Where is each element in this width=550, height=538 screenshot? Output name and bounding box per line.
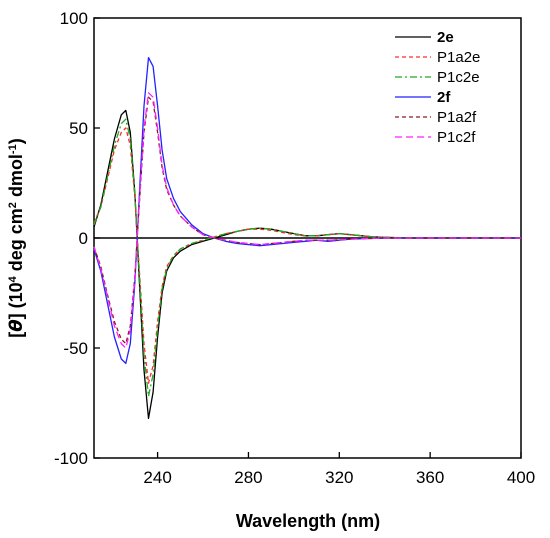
- x-tick-label: 240: [143, 468, 171, 487]
- y-title-exp2: 2: [7, 202, 19, 208]
- legend-label: P1c2e: [437, 69, 480, 86]
- svg-text:[θ] (104 deg cm2 dmol-1): [θ] (104 deg cm2 dmol-1): [6, 138, 27, 337]
- y-axis-title: [θ] (104 deg cm2 dmol-1): [6, 138, 27, 337]
- y-title-exp3: -1: [7, 144, 19, 154]
- y-title-mid2: dmol: [6, 154, 26, 202]
- x-tick-label: 280: [234, 468, 262, 487]
- legend-label: 2e: [437, 29, 454, 46]
- y-title-exp1: 4: [7, 275, 19, 282]
- series-line-p1a2f: [93, 96, 521, 345]
- y-axis-ticks: 100 50 0 -50 -100: [54, 9, 100, 468]
- legend-label: P1a2e: [437, 49, 480, 66]
- series-lines: [93, 56, 521, 420]
- y-title-close: ] (10: [6, 282, 26, 319]
- series-line-p1c2e: [93, 118, 521, 398]
- y-tick-label: -100: [54, 449, 88, 468]
- legend: 2e P1a2e P1c2e 2f P1a2f P1c2f: [395, 29, 480, 146]
- x-tick-label: 320: [325, 468, 353, 487]
- y-tick-label: 0: [79, 229, 88, 248]
- y-title-open: [: [6, 332, 26, 338]
- x-axis-ticks: 240 280 320 360 400: [143, 452, 535, 487]
- series-line-2e: [93, 109, 521, 420]
- series-line-p1c2f: [93, 92, 521, 349]
- y-title-end: ): [6, 138, 26, 144]
- x-axis-title: Wavelength (nm): [236, 511, 380, 531]
- y-title-mid: deg cm: [6, 208, 26, 276]
- legend-label: 2f: [437, 89, 451, 106]
- series-line-p1a2e: [93, 127, 521, 384]
- x-tick-label: 360: [416, 468, 444, 487]
- y-tick-label: 50: [69, 119, 88, 138]
- y-title-theta: θ: [6, 319, 27, 331]
- y-tick-label: -50: [63, 339, 88, 358]
- legend-label: P1a2f: [437, 109, 477, 126]
- legend-label: P1c2f: [437, 129, 476, 146]
- x-tick-label: 400: [507, 468, 535, 487]
- y-tick-label: 100: [60, 9, 88, 28]
